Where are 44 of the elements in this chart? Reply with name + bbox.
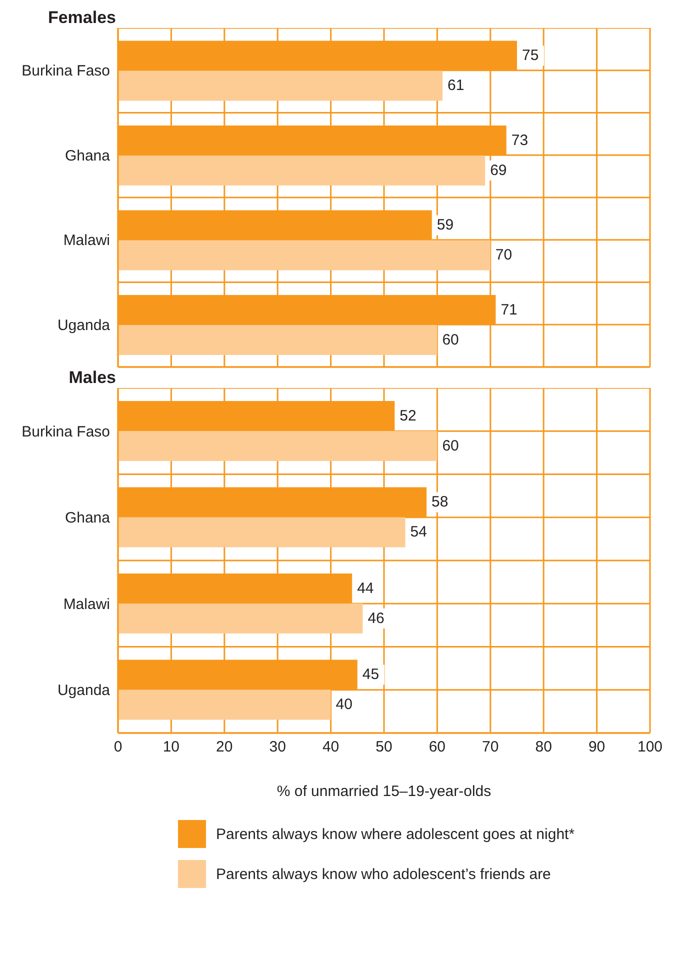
legend-label: Parents always know who adolescent’s friends are: [216, 866, 551, 882]
data-label: 54: [410, 524, 427, 541]
x-tick-label: 90: [588, 738, 606, 756]
x-tick-label: 30: [269, 738, 286, 756]
x-tick-label: 70: [482, 738, 499, 756]
data-label: 40: [336, 696, 352, 714]
data-label: 46: [368, 610, 384, 627]
data-label: 60: [442, 331, 459, 348]
data-label: 69: [490, 162, 507, 179]
data-label: 52: [400, 407, 416, 424]
data-label: 45: [362, 666, 380, 684]
bar: [118, 690, 331, 720]
y-tick-label: Uganda: [57, 316, 111, 334]
y-tick-label: Ghana: [64, 147, 111, 164]
y-tick-label: Burkina Faso: [22, 62, 110, 80]
bar: [118, 240, 490, 270]
data-label: 71: [500, 301, 518, 318]
data-label: 60: [442, 437, 459, 454]
y-tick-label: Malawi: [63, 232, 110, 250]
legend-label: Parents always know where adolescent goes at night*: [216, 826, 575, 842]
data-label: 70: [495, 246, 512, 264]
y-tick-label: Ghana: [64, 510, 111, 527]
data-label: 61: [448, 77, 464, 94]
x-tick-label: 50: [376, 738, 392, 756]
y-tick-label: Malawi: [63, 596, 110, 613]
bar: [118, 155, 486, 186]
data-label: 59: [436, 216, 454, 234]
data-label: 58: [432, 494, 448, 511]
x-tick-label: 10: [162, 738, 180, 756]
y-tick-label: Burkina Faso: [22, 423, 110, 440]
x-tick-label: 40: [322, 738, 340, 756]
x-axis-title: % of unmarried 15–19-year-olds: [276, 783, 492, 800]
y-tick-label: Uganda: [57, 682, 111, 700]
chart-title: Females: [46, 8, 116, 28]
x-tick-label: 0: [114, 738, 122, 756]
data-label: 73: [511, 132, 528, 149]
x-tick-label: 100: [637, 738, 663, 756]
x-tick-label: 60: [428, 738, 446, 756]
data-label: 44: [357, 580, 374, 597]
x-tick-label: 80: [535, 738, 552, 756]
data-label: 75: [522, 47, 539, 64]
x-tick-label: 20: [216, 738, 233, 756]
chart-title: Males: [68, 368, 116, 388]
bar: [118, 603, 363, 634]
